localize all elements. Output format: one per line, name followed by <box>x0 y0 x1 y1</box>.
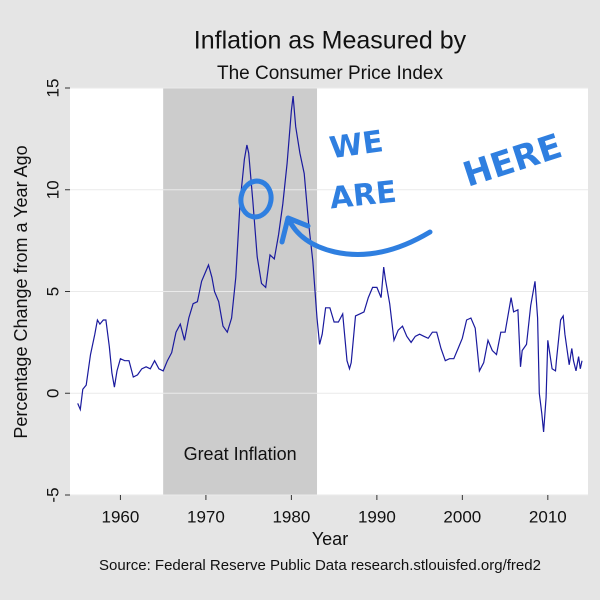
x-tick-label: 1990 <box>358 507 396 526</box>
x-axis-label: Year <box>312 529 348 549</box>
scribble-arrow <box>279 215 433 257</box>
scribble-circle <box>238 178 274 220</box>
x-tick-label: 1980 <box>272 507 310 526</box>
region-label: Great Inflation <box>184 444 297 464</box>
handwritten-text: ARE <box>328 175 398 217</box>
source-note: Source: Federal Reserve Public Data rese… <box>99 557 541 574</box>
y-tick-label: 5 <box>43 287 62 296</box>
y-axis-label: Percentage Change from a Year Ago <box>11 145 31 438</box>
handwritten-text: WE <box>327 124 385 166</box>
x-tick-label: 1970 <box>187 507 225 526</box>
y-tick-label: 10 <box>43 180 62 199</box>
y-tick-label: -5 <box>43 487 62 502</box>
x-tick-label: 2010 <box>529 507 567 526</box>
y-tick-label: 0 <box>43 389 62 398</box>
y-tick-label: 15 <box>43 79 62 98</box>
data-line <box>77 96 583 432</box>
x-tick-label: 2000 <box>443 507 481 526</box>
chart-title: Inflation as Measured by <box>194 27 467 55</box>
chart-subtitle: The Consumer Price Index <box>217 63 443 84</box>
x-tick-label: 1960 <box>102 507 140 526</box>
